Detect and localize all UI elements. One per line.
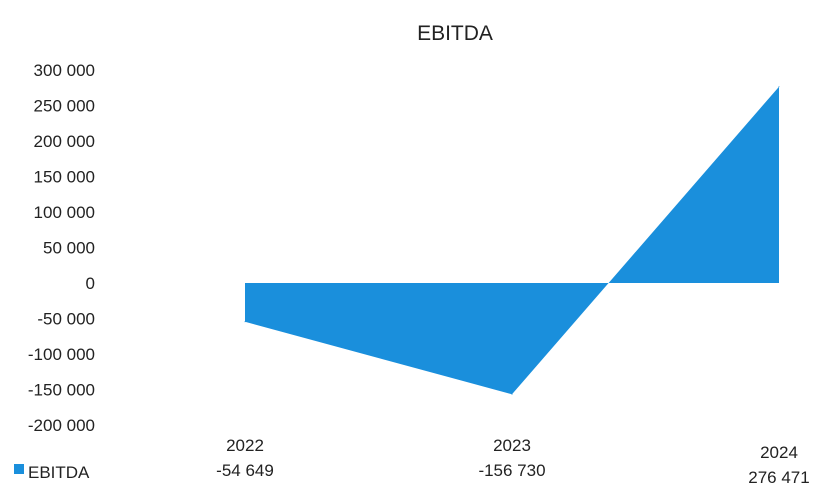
data-label: 276 471 [748,468,809,487]
category-label: 2024 [760,443,798,462]
legend-swatch [14,464,24,474]
y-tick-label: 0 [86,274,95,293]
y-tick-label: -150 000 [28,381,95,400]
data-point-2022 [244,321,246,323]
y-tick-label: -200 000 [28,416,95,435]
y-tick-label: 300 000 [34,61,95,80]
y-tick-label: 100 000 [34,203,95,222]
y-tick-label: 200 000 [34,132,95,151]
data-label: -54 649 [216,461,274,480]
legend: EBITDA [14,463,90,482]
y-tick-label: 150 000 [34,168,95,187]
category-labels: 2022 2023 2024 [226,436,798,462]
series-area-ebitda [245,86,779,395]
plot-area [244,86,780,395]
y-tick-label: 50 000 [43,239,95,258]
chart-title: EBITDA [417,22,493,45]
data-point-2023 [511,393,513,395]
y-axis-labels: 300 000 250 000 200 000 150 000 100 000 50 00… [28,61,95,435]
y-tick-label: -100 000 [28,345,95,364]
data-table: -54 649 -156 730 276 471 [216,461,810,487]
y-tick-label: -50 000 [37,310,95,329]
legend-label: EBITDA [28,463,90,482]
data-point-2024 [778,86,780,88]
data-label: -156 730 [478,461,545,480]
y-tick-label: 250 000 [34,97,95,116]
category-label: 2023 [493,436,531,455]
category-label: 2022 [226,436,264,455]
